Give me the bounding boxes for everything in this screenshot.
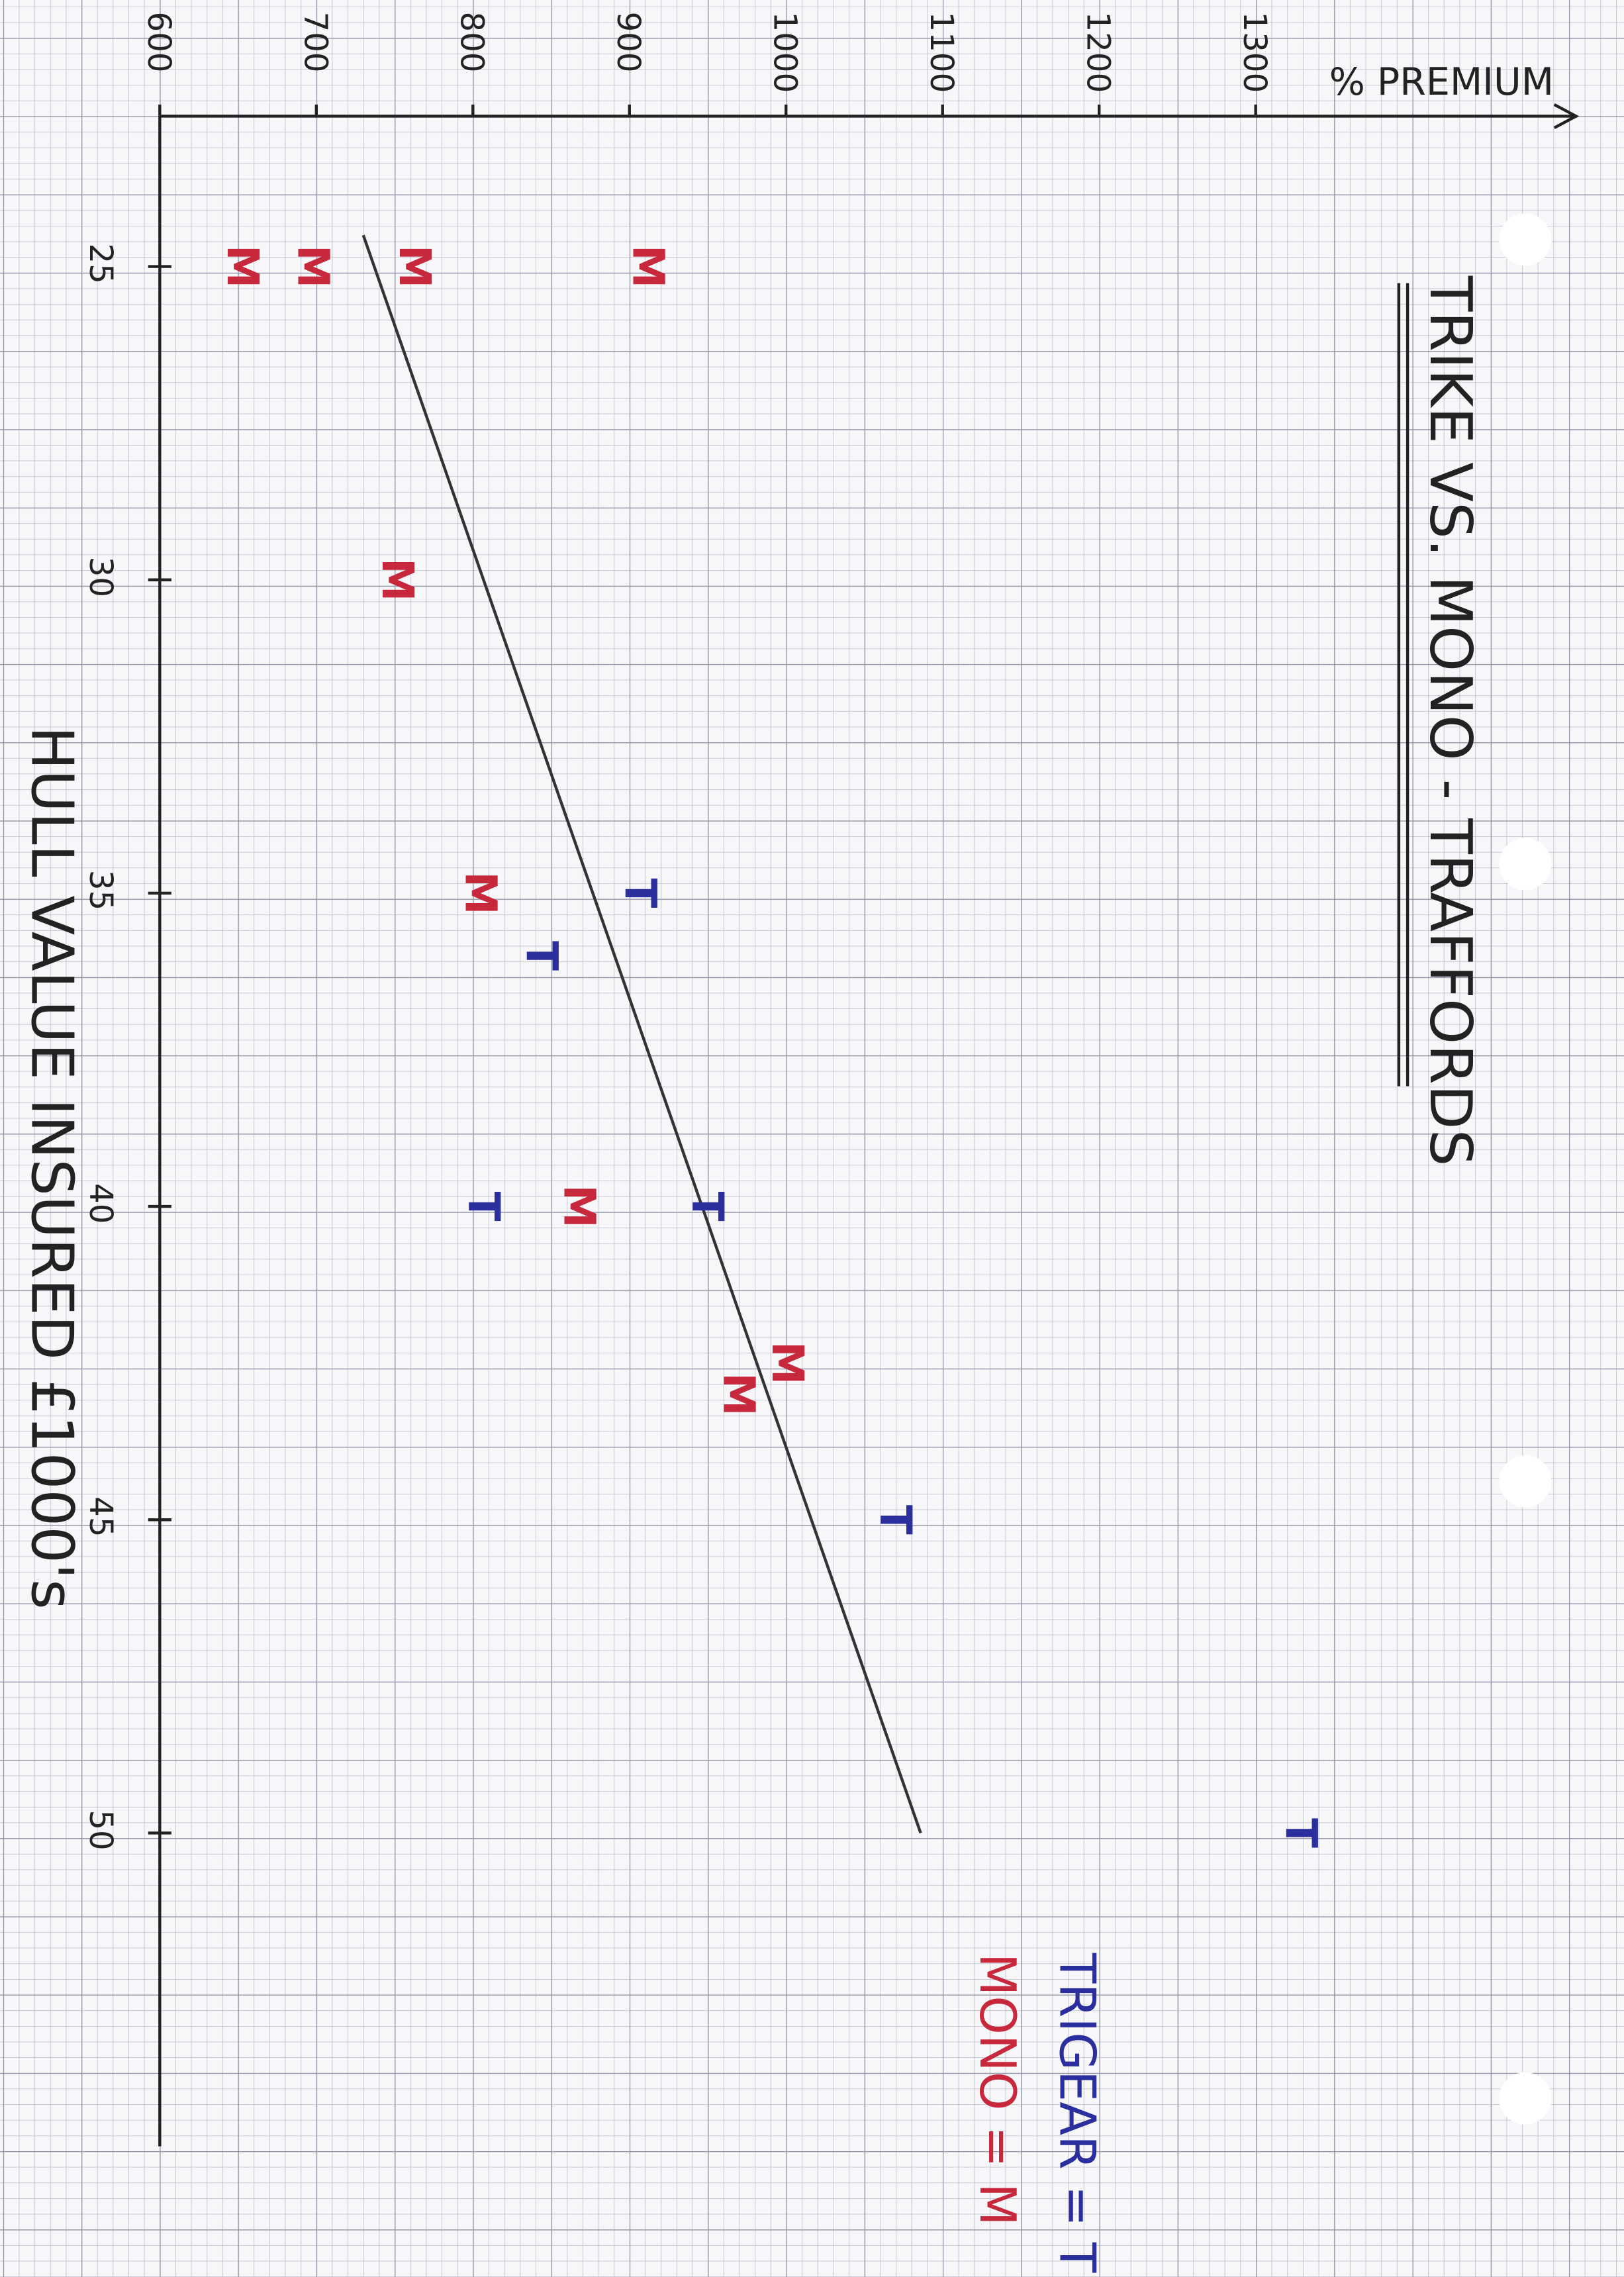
y-tick-label: 800 — [454, 12, 491, 73]
point-marker: T — [1275, 1818, 1326, 1848]
point-marker: M — [553, 1185, 604, 1228]
x-tick-label: 50 — [82, 1810, 119, 1850]
punch-hole — [1499, 2072, 1552, 2125]
y-tick-label: 1300 — [1236, 12, 1273, 93]
punch-hole — [1499, 838, 1552, 891]
y-axis-label: % PREMIUM — [1329, 60, 1554, 104]
point-marker: T — [682, 1192, 733, 1222]
y-tick-label: 700 — [297, 12, 334, 73]
point-marker: M — [713, 1373, 764, 1416]
x-tick-label: 40 — [82, 1183, 119, 1224]
axis-arrow — [1553, 103, 1580, 129]
point-marker: M — [372, 558, 423, 601]
trend-line — [361, 234, 922, 1834]
y-tick-label: 1200 — [1080, 12, 1117, 93]
x-axis-label: HULL VALUE INSURED £1000's — [18, 726, 85, 1610]
point-marker: M — [455, 871, 506, 914]
chart-title: TRIKE VS. MONO - TRAFFORDS — [1417, 275, 1484, 1167]
x-tick-label: 30 — [82, 557, 119, 597]
punch-hole — [1499, 1455, 1552, 1508]
y-tick-label: 600 — [140, 12, 177, 73]
point-marker: T — [615, 878, 666, 908]
y-tick-label: 1100 — [923, 12, 960, 93]
legend-entry: TRIGEAR = T — [1049, 1953, 1106, 2273]
legend-entry: MONO = M — [969, 1953, 1026, 2226]
punch-hole — [1499, 213, 1552, 266]
point-marker: T — [516, 941, 567, 971]
point-marker: M — [389, 245, 440, 288]
point-marker: M — [622, 245, 673, 288]
y-tick-label: 900 — [610, 12, 647, 73]
point-marker: M — [217, 245, 268, 288]
point-marker: M — [287, 245, 338, 288]
point-marker: M — [762, 1341, 813, 1384]
punch-holes — [1499, 213, 1552, 2125]
point-marker: T — [458, 1192, 509, 1222]
x-tick-label: 45 — [82, 1496, 119, 1537]
x-tick-label: 35 — [82, 870, 119, 910]
point-marker: T — [870, 1505, 921, 1535]
y-tick-label: 1000 — [767, 12, 804, 93]
x-tick-label: 25 — [82, 243, 119, 283]
